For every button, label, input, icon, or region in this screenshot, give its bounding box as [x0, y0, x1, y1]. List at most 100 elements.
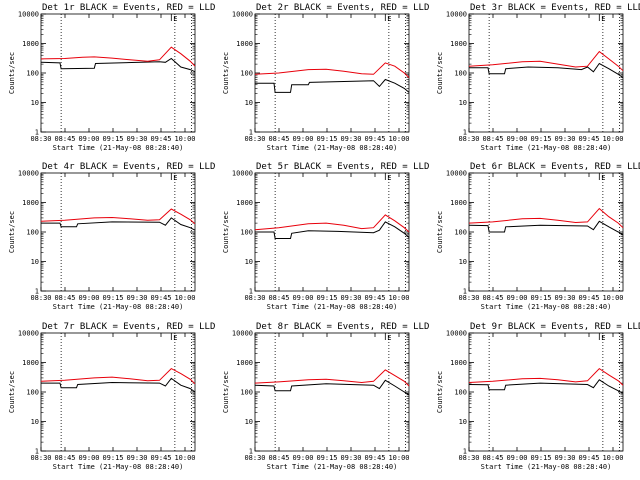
x-tick-label: 09:00 [78, 135, 99, 143]
y-tick-label: 10000 [232, 330, 253, 338]
y-tick-label: 1000 [236, 199, 253, 207]
x-tick-label: 08:30 [458, 294, 479, 302]
y-tick-label: 1000 [236, 40, 253, 48]
x-tick-label: 08:30 [458, 135, 479, 143]
y-tick-label: 10000 [18, 330, 39, 338]
x-tick-label: 09:30 [126, 454, 147, 462]
panel-title: Det 5r BLACK = Events, RED = LLD [256, 162, 429, 172]
x-tick-label: 09:00 [506, 135, 527, 143]
lld-series-line [254, 369, 410, 387]
x-tick-label: 09:15 [530, 454, 551, 462]
x-tick-label: 09:30 [340, 294, 361, 302]
y-tick-label: 10000 [18, 170, 39, 178]
y-tick-label: 1 [249, 448, 253, 456]
events-series-line [41, 217, 196, 231]
plot-frame [40, 172, 196, 292]
x-tick-label: 08:45 [54, 294, 75, 302]
events-series-line [468, 220, 624, 236]
y-tick-label: 1 [463, 129, 467, 137]
lld-series-line [40, 367, 196, 385]
detector-panel: Det 1r BLACK = Events, RED = LLD 1 10 100 10… [8, 3, 215, 152]
y-tick-label: 10000 [232, 170, 253, 178]
lld-series-line [40, 46, 196, 67]
x-tick-label: 10:00 [388, 135, 409, 143]
x-axis-label: Start Time (21-May-08 08:28:40) [53, 144, 184, 152]
y-tick-label: 1 [35, 448, 39, 456]
x-axis-label: Start Time (21-May-08 08:28:40) [267, 303, 398, 311]
e-marker-label: E [387, 334, 391, 342]
y-tick-label: 100 [454, 70, 467, 78]
x-tick-label: 10:00 [602, 294, 623, 302]
detector-panel: Det 3r BLACK = Events, RED = LLD 1 10 100 10… [436, 3, 640, 152]
e-marker-label: E [173, 15, 177, 23]
x-tick-label: 08:45 [268, 135, 289, 143]
y-tick-label: 1 [35, 288, 39, 296]
x-tick-label: 10:00 [174, 135, 195, 143]
y-tick-label: 1 [249, 288, 253, 296]
x-tick-label: 09:45 [150, 135, 171, 143]
panel-title: Det 1r BLACK = Events, RED = LLD [42, 3, 215, 13]
y-tick-label: 10 [31, 258, 39, 266]
y-axis-label: Counts/sec [8, 52, 16, 94]
x-axis-label: Start Time (21-May-08 08:28:40) [481, 303, 612, 311]
y-tick-label: 100 [454, 229, 467, 237]
events-series-line [255, 78, 410, 93]
y-tick-label: 10000 [446, 11, 467, 19]
x-tick-label: 08:30 [30, 294, 51, 302]
x-tick-label: 09:00 [292, 294, 313, 302]
x-tick-label: 09:45 [364, 294, 385, 302]
x-tick-label: 08:30 [30, 454, 51, 462]
x-tick-label: 09:30 [340, 454, 361, 462]
y-tick-label: 100 [240, 229, 253, 237]
y-axis-label: Counts/sec [8, 371, 16, 413]
panel-title: Det 9r BLACK = Events, RED = LLD [470, 322, 640, 332]
y-tick-label: 10 [31, 418, 39, 426]
x-tick-label: 09:45 [364, 454, 385, 462]
y-tick-label: 1000 [22, 359, 39, 367]
e-marker-label: E [173, 334, 177, 342]
x-tick-label: 09:45 [578, 454, 599, 462]
plot-frame [468, 13, 624, 133]
y-tick-label: 10000 [446, 330, 467, 338]
x-tick-label: 08:45 [482, 294, 503, 302]
x-tick-label: 09:45 [578, 135, 599, 143]
y-tick-label: 1 [463, 288, 467, 296]
y-tick-label: 1000 [450, 40, 467, 48]
y-tick-label: 10000 [232, 11, 253, 19]
y-axis-label: Counts/sec [222, 52, 230, 94]
y-tick-label: 10 [459, 258, 467, 266]
y-tick-label: 10 [245, 418, 253, 426]
e-marker-label: E [387, 174, 391, 182]
y-tick-label: 1000 [450, 359, 467, 367]
lld-series-line [468, 50, 624, 72]
x-tick-label: 09:45 [364, 135, 385, 143]
lld-series-line [468, 367, 624, 386]
y-tick-label: 10000 [18, 11, 39, 19]
detector-panel: Det 5r BLACK = Events, RED = LLD 1 10 100 10… [222, 162, 429, 311]
y-axis-label: Counts/sec [436, 211, 444, 253]
detector-panel: Det 4r BLACK = Events, RED = LLD 1 10 100 10… [8, 162, 215, 311]
y-tick-label: 10 [459, 418, 467, 426]
events-series-line [255, 221, 410, 239]
x-tick-label: 09:30 [340, 135, 361, 143]
y-tick-label: 1 [35, 129, 39, 137]
x-axis-label: Start Time (21-May-08 08:28:40) [481, 144, 612, 152]
x-tick-label: 09:30 [126, 294, 147, 302]
events-series-line [40, 57, 196, 73]
x-axis-label: Start Time (21-May-08 08:28:40) [53, 303, 184, 311]
y-tick-label: 10 [459, 99, 467, 107]
y-axis-label: Counts/sec [222, 211, 230, 253]
x-tick-label: 10:00 [174, 454, 195, 462]
x-tick-label: 10:00 [388, 294, 409, 302]
events-series-line [468, 379, 624, 394]
events-series-line [254, 379, 410, 396]
x-tick-label: 08:45 [54, 454, 75, 462]
x-tick-label: 09:30 [126, 135, 147, 143]
x-axis-label: Start Time (21-May-08 08:28:40) [267, 144, 398, 152]
y-tick-label: 100 [26, 389, 39, 397]
panel-title: Det 7r BLACK = Events, RED = LLD [42, 322, 215, 332]
e-marker-label: E [601, 334, 605, 342]
e-marker-label: E [601, 174, 605, 182]
detector-panel: Det 2r BLACK = Events, RED = LLD 1 10 100 10… [222, 3, 429, 152]
